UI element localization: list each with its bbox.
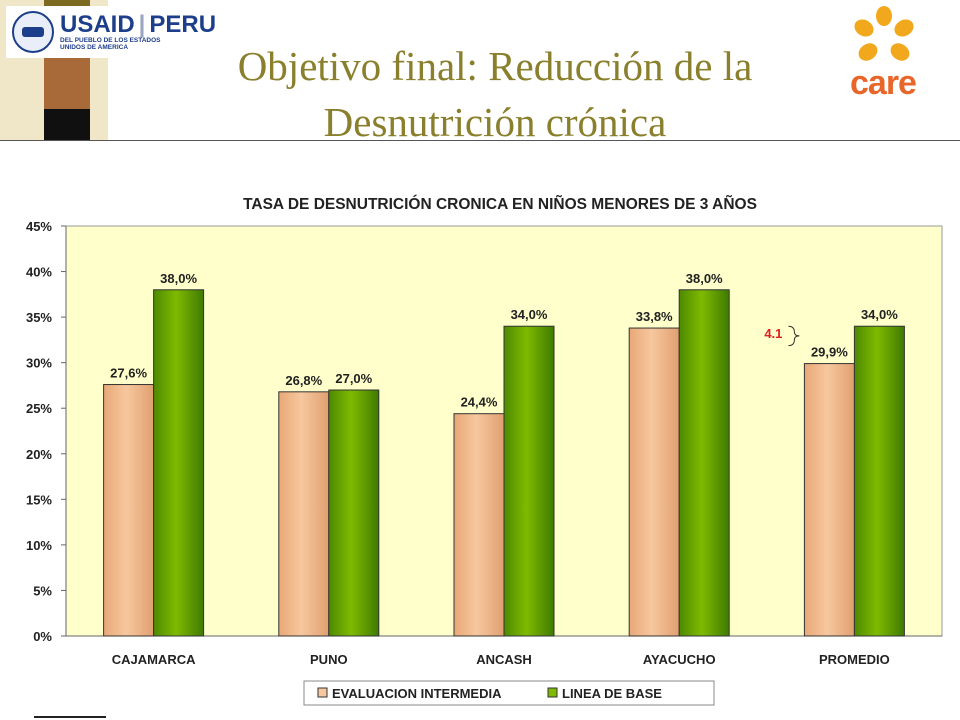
legend-label: LINEA DE BASE: [562, 686, 662, 701]
y-tick-label: 5%: [33, 583, 52, 598]
care-logo: care: [846, 6, 926, 102]
usaid-separator: |: [138, 11, 146, 38]
bar-intermedia: [803, 363, 855, 637]
usaid-tagline: DEL PUEBLO DE LOS ESTADOS UNIDOS DE AMER…: [60, 37, 161, 51]
x-tick-label: CAJAMARCA: [112, 652, 196, 667]
data-label: 29,9%: [811, 345, 848, 360]
legend: EVALUACION INTERMEDIA LINEA DE BASE: [303, 680, 715, 706]
data-label: 34,0%: [511, 307, 548, 322]
legend-swatch: [547, 687, 558, 698]
slide-title-line2: Desnutrición crónica: [323, 99, 667, 145]
y-tick-label: 35%: [26, 310, 52, 325]
y-tick-label: 0%: [33, 629, 52, 644]
data-label: 24,4%: [461, 395, 498, 410]
usaid-wordmark: USAID | PERU DEL PUEBLO DE LOS ESTADOS UNI…: [60, 13, 216, 52]
bar-base: [153, 289, 205, 637]
y-tick-label: 20%: [26, 447, 52, 462]
bar-intermedia: [628, 327, 680, 637]
bar-base: [503, 325, 555, 637]
data-label: 34,0%: [861, 307, 898, 322]
data-label: 33,8%: [636, 309, 673, 324]
bar-chart: TASA DE DESNUTRICIÓN CRONICA EN NIÑOS ME…: [26, 195, 943, 706]
data-label: 27,0%: [335, 371, 372, 386]
annotation-brace: [788, 325, 800, 347]
title-divider: [0, 140, 960, 141]
usaid-name: USAID | PERU: [60, 13, 216, 37]
legend-label: EVALUACION INTERMEDIA: [332, 686, 502, 701]
bar-intermedia: [103, 384, 155, 637]
x-tick-label: PROMEDIO: [819, 652, 890, 667]
bar-base: [328, 389, 380, 637]
bar-intermedia: [278, 391, 330, 637]
legend-box: [303, 680, 715, 706]
x-tick-label: AYACUCHO: [643, 652, 716, 667]
usaid-country-text: PERU: [149, 11, 217, 38]
x-tick-labels: CAJAMARCA PUNO ANCASH AYACUCHO PROMEDIO: [112, 652, 890, 667]
y-tick-label: 40%: [26, 265, 52, 280]
data-labels: 27,6% 38,0% 26,8% 27,0% 24,4% 34,0% 33,8% 38,0%…: [110, 271, 898, 410]
axes: 0% 5% 10% 15% 20% 25% 30% 35% 40% 45%: [26, 219, 942, 644]
y-tick-label: 10%: [26, 538, 52, 553]
annotation-label: 4.1: [764, 326, 782, 341]
bar-base: [853, 325, 905, 637]
y-tick-label: 30%: [26, 356, 52, 371]
y-tick-label: 25%: [26, 401, 52, 416]
data-label: 27,6%: [110, 366, 147, 381]
slide-title-line1: Objetivo final: Reducción de la: [237, 43, 753, 89]
usaid-name-text: USAID: [60, 11, 135, 38]
footer-line: [34, 716, 106, 718]
annotation: 4.1: [764, 325, 800, 347]
data-label: 38,0%: [160, 271, 197, 286]
data-label: 38,0%: [686, 271, 723, 286]
y-tick-label: 15%: [26, 492, 52, 507]
usaid-logo: USAID | PERU DEL PUEBLO DE LOS ESTADOS UNI…: [6, 6, 242, 58]
slide-title: Objetivo final: Reducción de la Desnutri…: [150, 38, 840, 150]
bar-base: [678, 289, 730, 637]
legend-swatch: [317, 687, 328, 698]
care-hands-icon: [854, 6, 914, 61]
x-tick-label: ANCASH: [476, 652, 532, 667]
bar-intermedia: [453, 413, 505, 637]
usaid-seal-icon: [12, 11, 54, 53]
care-wordmark: care: [850, 64, 917, 102]
chart-title: TASA DE DESNUTRICIÓN CRONICA EN NIÑOS ME…: [243, 195, 757, 213]
data-label: 26,8%: [285, 373, 322, 388]
x-tick-label: PUNO: [310, 652, 348, 667]
bars: [103, 289, 905, 637]
y-tick-label: 45%: [26, 219, 52, 234]
